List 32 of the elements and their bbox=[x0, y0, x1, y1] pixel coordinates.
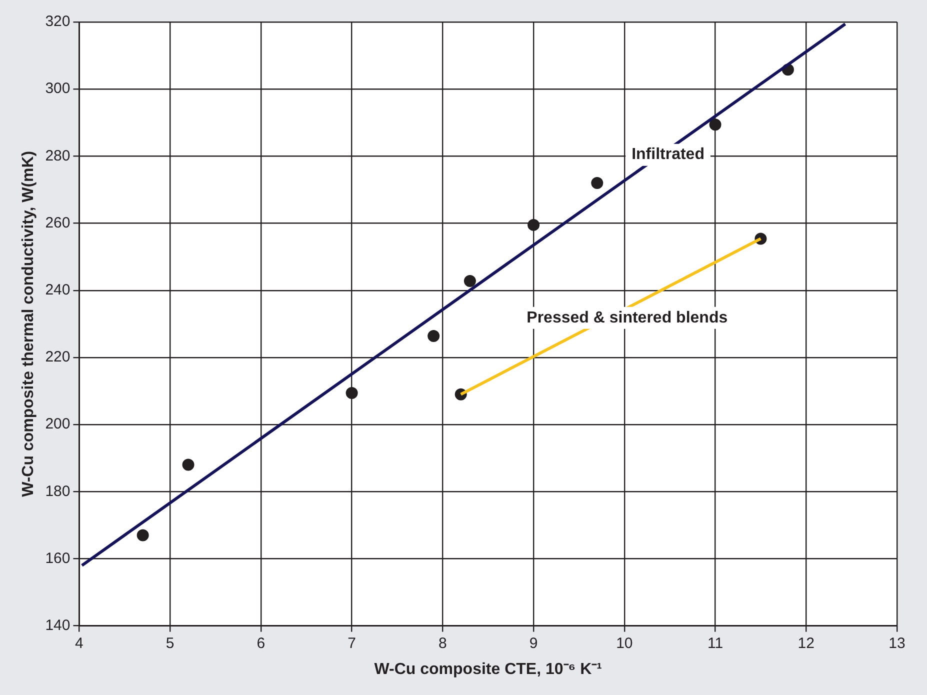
x-tick-label: 7 bbox=[348, 634, 356, 652]
y-tick-label: 200 bbox=[45, 416, 70, 433]
y-tick-label: 300 bbox=[45, 80, 70, 98]
y-tick-label: 140 bbox=[45, 616, 70, 634]
point bbox=[464, 274, 476, 287]
point bbox=[136, 529, 149, 542]
y-tick-label: 180 bbox=[45, 482, 70, 500]
x-tick-label: 8 bbox=[438, 634, 447, 652]
y-tick-label: 320 bbox=[45, 13, 70, 30]
point bbox=[346, 387, 358, 399]
y-axis-title: W-Cu composite thermal conductivity, W(mK) bbox=[20, 150, 38, 497]
x-tick-label: 5 bbox=[166, 634, 174, 652]
y-tick-label: 280 bbox=[45, 147, 70, 164]
point bbox=[591, 177, 604, 190]
point bbox=[428, 330, 440, 342]
point bbox=[182, 458, 194, 471]
x-tick-label: 12 bbox=[798, 634, 814, 652]
y-tick-label: 240 bbox=[45, 281, 70, 298]
x-tick-label: 9 bbox=[529, 634, 538, 652]
x-tick-label: 10 bbox=[616, 634, 633, 652]
x-tick-label: 4 bbox=[75, 634, 84, 652]
y-tick-label: 160 bbox=[45, 550, 70, 567]
x-tick-label: 11 bbox=[707, 634, 724, 652]
x-tick-label: 13 bbox=[888, 634, 906, 652]
x-tick-label: 6 bbox=[256, 634, 266, 652]
y-tick-label: 220 bbox=[45, 348, 70, 366]
annotation: Infiltrated bbox=[632, 146, 704, 164]
x-axis-title: W-Cu composite CTE, 10⁻⁶ K⁻¹ bbox=[374, 660, 602, 678]
y-tick-label: 260 bbox=[45, 214, 70, 232]
point bbox=[528, 218, 540, 231]
point bbox=[709, 118, 722, 131]
annotation: Pressed & sintered blends bbox=[526, 309, 728, 326]
